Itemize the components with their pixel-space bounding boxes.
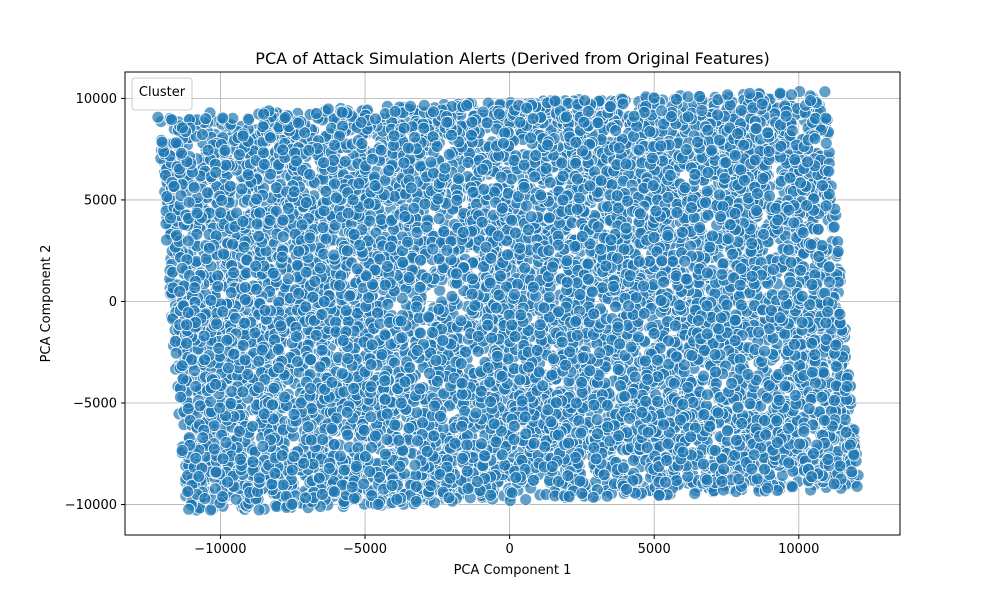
- scatter-point: [688, 487, 702, 501]
- chart-title: PCA of Attack Simulation Alerts (Derived…: [255, 49, 769, 68]
- scatter-point: [670, 92, 683, 106]
- scatter-point: [700, 184, 714, 198]
- scatter-point: [850, 479, 864, 493]
- scatter-point: [519, 493, 533, 507]
- scatter-point: [151, 110, 165, 124]
- scatter-point: [681, 90, 695, 104]
- data-points: [151, 85, 865, 517]
- scatter-point: [818, 85, 832, 99]
- scatter-point: [773, 86, 787, 100]
